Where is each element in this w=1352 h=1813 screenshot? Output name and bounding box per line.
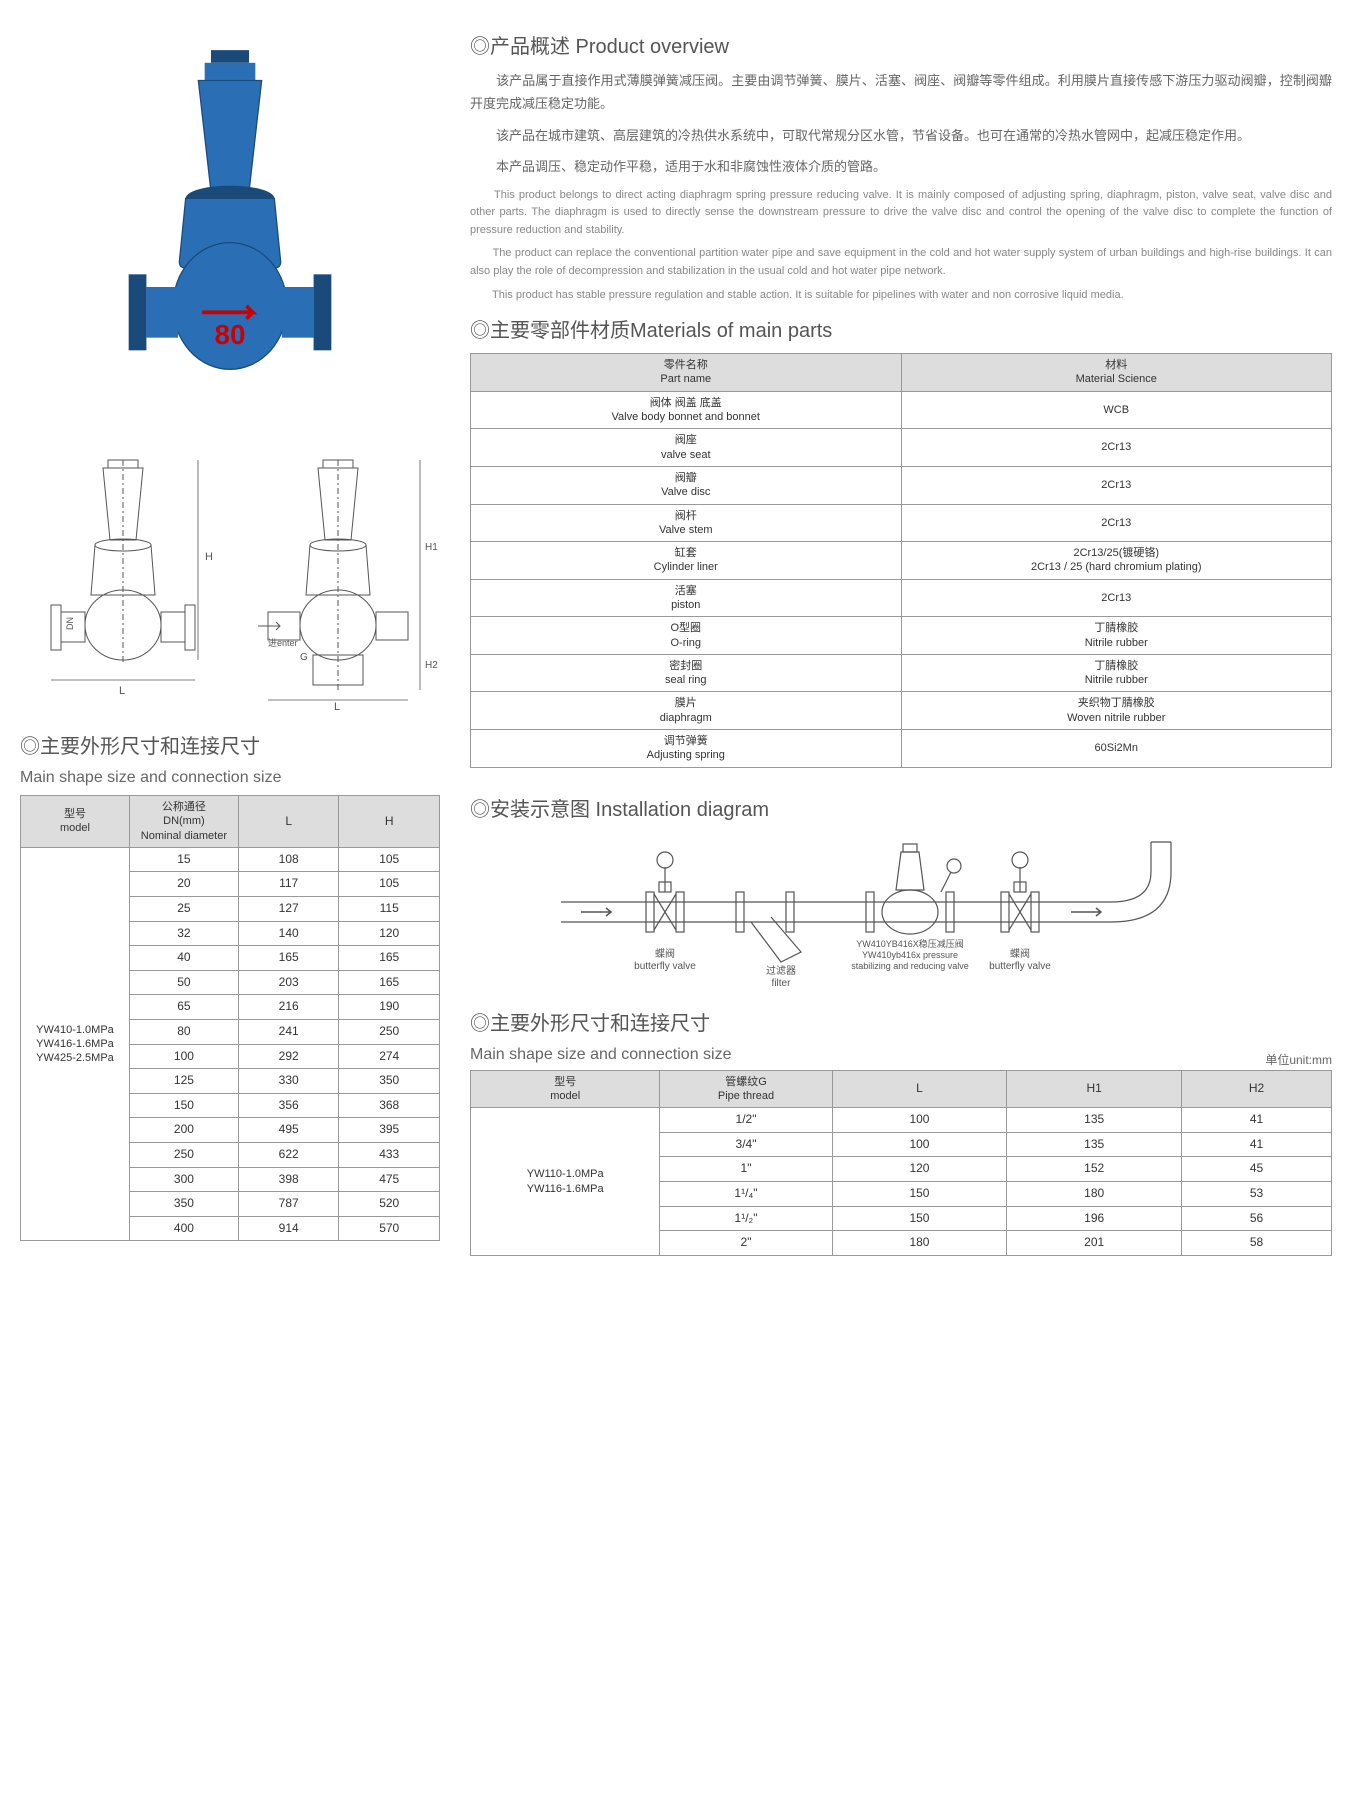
size1-title: ◎主要外形尺寸和连接尺寸 [20, 730, 440, 759]
table-row: 缸套Cylinder liner2Cr13/25(镀硬铬)2Cr13 / 25 … [471, 542, 1332, 580]
table-row: YW410-1.0MPaYW416-1.6MPaYW425-2.5MPa1510… [21, 847, 440, 872]
svg-text:DN: DN [65, 617, 75, 630]
table-row: YW110-1.0MPaYW116-1.6MPa1/2"10013541 [471, 1108, 1332, 1133]
size2-subtitle: Main shape size and connection size [470, 1046, 732, 1064]
svg-text:L: L [119, 685, 125, 697]
svg-text:80: 80 [215, 319, 246, 350]
drawing-thread: 进enter H1 H2 G L [238, 450, 438, 710]
size1-subtitle: Main shape size and connection size [20, 769, 440, 787]
materials-table: 零件名称Part name 材料Material Science 阀体 阀盖 底… [470, 353, 1332, 768]
svg-text:L: L [334, 701, 340, 710]
overview-cn3: 本产品调压、稳定动作平稳，适用于水和非腐蚀性液体介质的管路。 [470, 155, 1332, 178]
size-table-1: 型号model 公称通径DN(mm)Nominal diameter L H Y… [20, 795, 440, 1241]
table-row: 阀杆Valve stem2Cr13 [471, 504, 1332, 542]
svg-text:进enter: 进enter [268, 638, 298, 648]
svg-text:蝶阀butterfly valve: 蝶阀butterfly valve [989, 947, 1051, 972]
svg-text:H1: H1 [425, 542, 438, 553]
svg-text:G: G [300, 652, 308, 663]
size2-unit: 单位unit:mm [1265, 1051, 1332, 1068]
overview-en2: The product can replace the conventional… [470, 245, 1332, 280]
table-row: 密封圈seal ring丁腈橡胶Nitrile rubber [471, 654, 1332, 692]
overview-cn2: 该产品在城市建筑、高层建筑的冷热供水系统中，可取代常规分区水管，节省设备。也可在… [470, 124, 1332, 147]
drawing-flange: H DN L [33, 450, 213, 710]
table-row: 阀体 阀盖 底盖Valve body bonnet and bonnetWCB [471, 391, 1332, 429]
table-row: O型圈O-ring丁腈橡胶Nitrile rubber [471, 617, 1332, 655]
product-image: 80 [90, 40, 370, 420]
install-diagram: 蝶阀butterfly valve 过滤器filter YW410YB416X稳… [470, 832, 1332, 992]
overview-title: ◎产品概述 Product overview [470, 30, 1332, 59]
table-row: 活塞piston2Cr13 [471, 579, 1332, 617]
svg-text:H2: H2 [425, 660, 438, 671]
size2-title: ◎主要外形尺寸和连接尺寸 [470, 1007, 1332, 1036]
svg-text:过滤器filter: 过滤器filter [766, 964, 796, 989]
overview-cn1: 该产品属于直接作用式薄膜弹簧减压阀。主要由调节弹簧、膜片、活塞、阀座、阀瓣等零件… [470, 69, 1332, 116]
table-row: 阀座valve seat2Cr13 [471, 429, 1332, 467]
overview-en3: This product has stable pressure regulat… [470, 287, 1332, 305]
materials-title: ◎主要零部件材质Materials of main parts [470, 314, 1332, 343]
table-row: 阀瓣Valve disc2Cr13 [471, 466, 1332, 504]
table-row: 调节弹簧Adjusting spring60Si2Mn [471, 730, 1332, 768]
overview-en1: This product belongs to direct acting di… [470, 187, 1332, 240]
svg-text:蝶阀butterfly valve: 蝶阀butterfly valve [634, 947, 696, 972]
svg-text:H: H [205, 551, 213, 563]
technical-drawings: H DN L [20, 450, 440, 710]
table-row: 膜片diaphragm夹织物丁腈橡胶Woven nitrile rubber [471, 692, 1332, 730]
size-table-2: 型号model 管螺纹GPipe thread L H1 H2 YW110-1.… [470, 1070, 1332, 1256]
valve-illustration: 80 [90, 40, 370, 420]
install-title: ◎安装示意图 Installation diagram [470, 793, 1332, 822]
svg-text:YW410YB416X稳压减压阀YW410yb416x pr: YW410YB416X稳压减压阀YW410yb416x pressurestab… [851, 938, 969, 971]
